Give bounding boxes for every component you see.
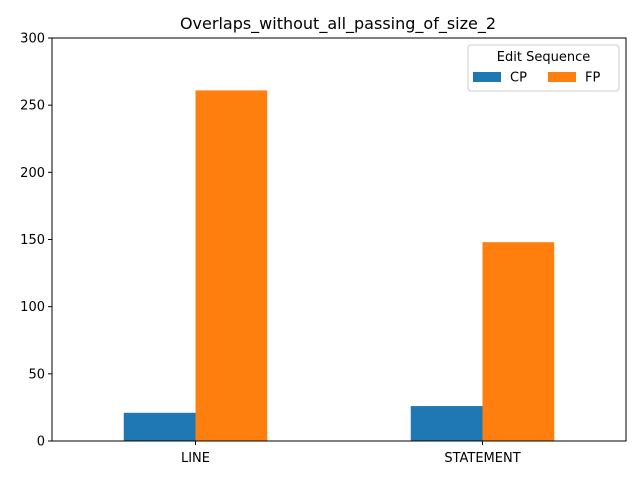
legend: Edit Sequence CP FP [467, 44, 620, 92]
bar-fp-line [195, 90, 268, 441]
y-tick-label: 50 [28, 367, 45, 382]
legend-swatch-cp [473, 72, 501, 82]
chart-title: Overlaps_without_all_passing_of_size_2 [180, 14, 496, 34]
legend-box [467, 44, 620, 92]
bar-fp-statement [482, 242, 555, 441]
legend-label-fp: FP [585, 71, 600, 86]
bar-cp-line [123, 412, 196, 441]
y-tick-label: 100 [20, 300, 45, 315]
legend-title: Edit Sequence [497, 50, 590, 65]
bar-cp-statement [410, 406, 483, 441]
y-tick-label: 200 [20, 166, 45, 181]
y-tick-label: 250 [20, 99, 45, 114]
x-tick-label: LINE [181, 451, 210, 466]
plot-area: 0 50 100 150 200 250 300 LINE STATEMENT [20, 32, 627, 466]
y-tick-label: 0 [37, 435, 45, 450]
legend-label-cp: CP [510, 71, 527, 86]
y-tick-label: 150 [20, 233, 45, 248]
y-tick-label: 300 [20, 32, 45, 47]
legend-swatch-fp [548, 72, 576, 82]
x-tick-label: STATEMENT [444, 451, 520, 466]
